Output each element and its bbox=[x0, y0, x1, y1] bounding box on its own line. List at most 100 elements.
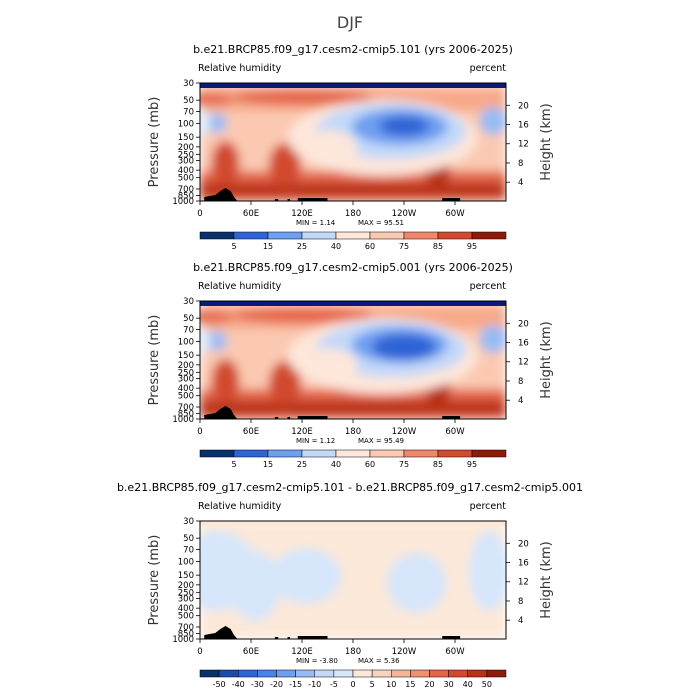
stratosphere-band bbox=[200, 301, 506, 306]
colorbar-box bbox=[335, 231, 371, 240]
colorbar-tick-label: 95 bbox=[467, 242, 477, 251]
colorbar-box bbox=[295, 669, 315, 678]
longitude-tick-label: 60W bbox=[445, 427, 465, 437]
colorbar-tick-label: -20 bbox=[270, 680, 283, 689]
height-tick-label: 16 bbox=[518, 559, 529, 569]
colorbar-box bbox=[471, 449, 507, 458]
topography bbox=[204, 626, 461, 639]
panel-title: b.e21.BRCP85.f09_g17.cesm2-cmip5.101 - b… bbox=[117, 481, 583, 494]
longitude-tick-label: 120W bbox=[392, 647, 417, 657]
panel-title: b.e21.BRCP85.f09_g17.cesm2-cmip5.101 (yr… bbox=[193, 43, 513, 56]
pressure-tick-label: 300 bbox=[178, 374, 194, 384]
colorbar-tick-label: 95 bbox=[467, 460, 477, 469]
colorbar: -50 -40 -30 -20 -15 -10 -5 0 5 10 15 20 30 40 50 bbox=[199, 669, 507, 689]
pressure-tick-label: 700 bbox=[178, 403, 194, 413]
contour-field bbox=[200, 521, 506, 639]
colorbar-tick-label: -30 bbox=[251, 680, 264, 689]
pressure-tick-label: 1000 bbox=[172, 635, 194, 645]
colorbar-box bbox=[403, 231, 439, 240]
colorbar-box bbox=[218, 669, 239, 678]
longitude-tick-label: 180 bbox=[345, 427, 361, 437]
variable-label: Relative humidity bbox=[198, 281, 282, 292]
colorbar-tick-label: -5 bbox=[330, 680, 338, 689]
topography bbox=[204, 406, 461, 419]
longitude-tick-label: 60E bbox=[243, 427, 259, 437]
min-value: MIN = 1.14 bbox=[296, 219, 336, 227]
colorbar-box bbox=[369, 231, 405, 240]
pressure-tick-label: 1000 bbox=[172, 415, 194, 425]
colorbar-tick-label: 40 bbox=[331, 460, 341, 469]
colorbar-tick-label: 60 bbox=[365, 460, 375, 469]
pressure-tick-label: 700 bbox=[178, 623, 194, 633]
pressure-tick-label: 200 bbox=[178, 143, 194, 153]
colorbar-tick-label: 75 bbox=[399, 242, 409, 251]
pressure-tick-label: 400 bbox=[178, 604, 194, 614]
panel-2: b.e21.BRCP85.f09_g17.cesm2-cmip5.001 (yr… bbox=[147, 261, 554, 469]
colorbar-tick-label: 40 bbox=[463, 680, 473, 689]
max-value: MAX = 95.51 bbox=[358, 219, 404, 227]
colorbar: 5 15 25 40 60 75 85 95 bbox=[199, 231, 507, 251]
colorbar-box bbox=[391, 669, 411, 678]
colorbar-box bbox=[276, 669, 296, 678]
colorbar-tick-label: -10 bbox=[308, 680, 321, 689]
pressure-tick-label: 70 bbox=[183, 108, 194, 118]
variable-label: Relative humidity bbox=[198, 63, 282, 74]
colorbar-box bbox=[437, 231, 473, 240]
colorbar-tick-label: 85 bbox=[433, 242, 443, 251]
pressure-tick-label: 70 bbox=[183, 326, 194, 336]
colorbar-box bbox=[369, 449, 405, 458]
longitude-tick-label: 60E bbox=[243, 209, 259, 219]
longitude-tick-label: 180 bbox=[345, 209, 361, 219]
colorbar-tick-label: -15 bbox=[289, 680, 302, 689]
pressure-tick-label: 850 bbox=[178, 410, 194, 420]
colorbar-tick-label: 0 bbox=[350, 680, 355, 689]
colorbar-box bbox=[199, 669, 220, 678]
longitude-tick-label: 60W bbox=[445, 209, 465, 219]
stratosphere-band bbox=[200, 521, 506, 526]
colorbar-tick-label: 30 bbox=[444, 680, 454, 689]
contour-field bbox=[200, 301, 506, 419]
colorbar: 5 15 25 40 60 75 85 95 bbox=[199, 449, 507, 469]
pressure-tick-label: 30 bbox=[183, 79, 194, 89]
height-tick-label: 8 bbox=[518, 597, 523, 607]
colorbar-box bbox=[371, 669, 392, 678]
pressure-tick-label: 200 bbox=[178, 361, 194, 371]
pressure-tick-label: 150 bbox=[178, 571, 194, 581]
colorbar-box bbox=[233, 449, 269, 458]
longitude-tick-label: 60W bbox=[445, 647, 465, 657]
figure-title: DJF bbox=[337, 13, 363, 32]
colorbar-box bbox=[301, 231, 337, 240]
pressure-tick-label: 50 bbox=[183, 534, 194, 544]
pressure-tick-label: 300 bbox=[178, 594, 194, 604]
height-tick-label: 20 bbox=[518, 101, 529, 111]
y-axis-title: Pressure (mb) bbox=[147, 315, 162, 406]
units-label: percent bbox=[470, 281, 507, 292]
colorbar-box bbox=[301, 449, 337, 458]
height-tick-label: 12 bbox=[518, 140, 529, 150]
pressure-tick-label: 250 bbox=[178, 588, 194, 598]
colorbar-box bbox=[238, 669, 258, 678]
variable-label: Relative humidity bbox=[198, 501, 282, 512]
colorbar-box bbox=[486, 669, 507, 678]
colorbar-box bbox=[314, 669, 335, 678]
height-tick-label: 4 bbox=[518, 616, 523, 626]
contour-field bbox=[200, 83, 506, 201]
colorbar-box bbox=[448, 669, 468, 678]
colorbar-box bbox=[233, 231, 269, 240]
height-tick-label: 8 bbox=[518, 159, 523, 169]
pressure-tick-label: 70 bbox=[183, 546, 194, 556]
pressure-tick-label: 50 bbox=[183, 314, 194, 324]
y-axis-title: Pressure (mb) bbox=[147, 535, 162, 626]
height-tick-label: 8 bbox=[518, 377, 523, 387]
colorbar-tick-label: 40 bbox=[331, 242, 341, 251]
pressure-tick-label: 30 bbox=[183, 297, 194, 307]
pressure-tick-label: 700 bbox=[178, 185, 194, 195]
longitude-tick-label: 0 bbox=[197, 647, 202, 657]
min-value: MIN = -3.80 bbox=[296, 657, 338, 665]
pressure-tick-label: 250 bbox=[178, 368, 194, 378]
height-tick-label: 12 bbox=[518, 578, 529, 588]
pressure-tick-label: 850 bbox=[178, 630, 194, 640]
colorbar-box bbox=[352, 669, 373, 678]
colorbar-box bbox=[471, 231, 507, 240]
colorbar-tick-label: 60 bbox=[365, 242, 375, 251]
